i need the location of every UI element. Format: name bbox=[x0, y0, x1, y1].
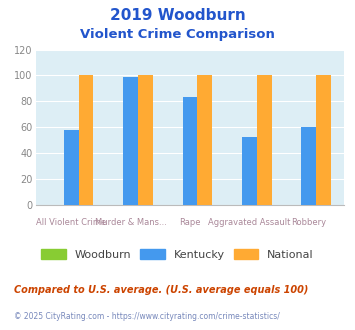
Bar bbox=[257, 75, 272, 205]
Text: Robbery: Robbery bbox=[291, 218, 326, 227]
Bar bbox=[197, 75, 212, 205]
Bar bbox=[316, 75, 331, 205]
Text: Murder & Mans...: Murder & Mans... bbox=[94, 218, 166, 227]
Text: Rape: Rape bbox=[179, 218, 201, 227]
Text: © 2025 CityRating.com - https://www.cityrating.com/crime-statistics/: © 2025 CityRating.com - https://www.city… bbox=[14, 312, 280, 321]
Legend: Woodburn, Kentucky, National: Woodburn, Kentucky, National bbox=[42, 249, 313, 260]
Bar bbox=[301, 127, 316, 205]
Bar bbox=[64, 130, 78, 205]
Text: 2019 Woodburn: 2019 Woodburn bbox=[110, 8, 245, 23]
Text: Compared to U.S. average. (U.S. average equals 100): Compared to U.S. average. (U.S. average … bbox=[14, 285, 308, 295]
Bar bbox=[78, 75, 93, 205]
Bar bbox=[242, 137, 257, 205]
Text: All Violent Crime: All Violent Crime bbox=[36, 218, 106, 227]
Bar bbox=[123, 77, 138, 205]
Bar bbox=[138, 75, 153, 205]
Text: Aggravated Assault: Aggravated Assault bbox=[208, 218, 290, 227]
Bar bbox=[182, 97, 197, 205]
Text: Violent Crime Comparison: Violent Crime Comparison bbox=[80, 28, 275, 41]
